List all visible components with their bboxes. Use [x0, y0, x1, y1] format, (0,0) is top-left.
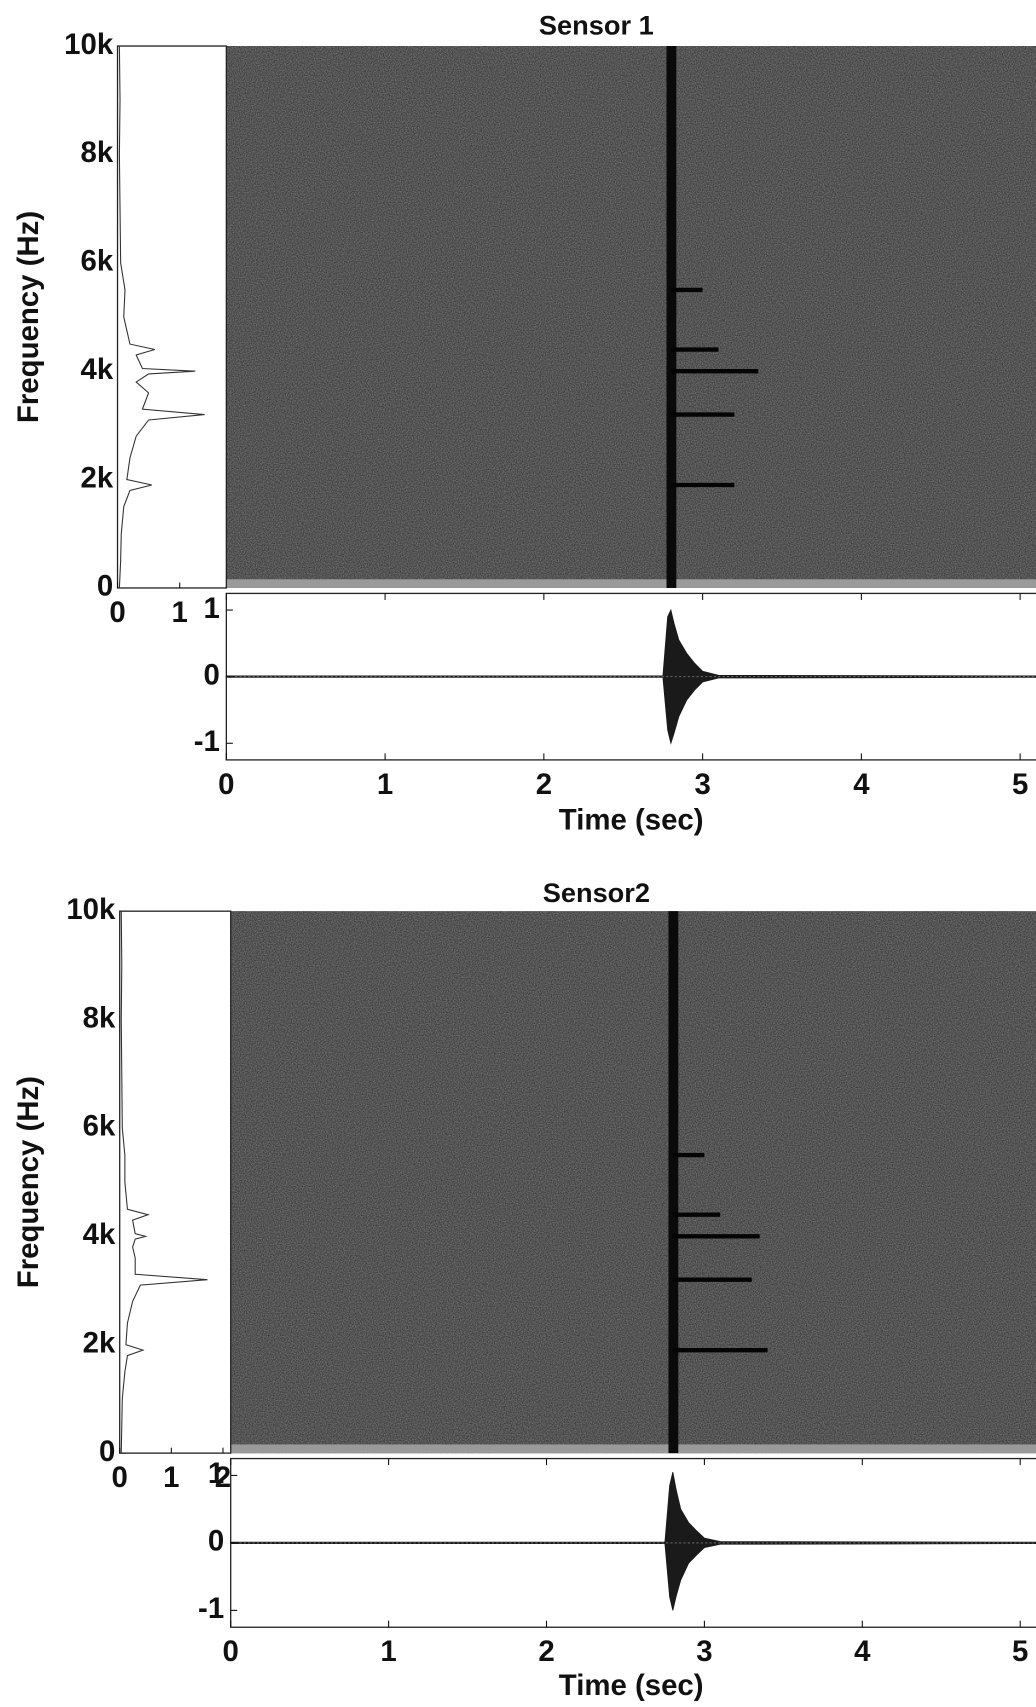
x-axis-label: Time (sec) — [559, 804, 704, 837]
y-tick-label: 0 — [97, 570, 113, 603]
y-tick-label: 0 — [99, 1435, 115, 1468]
spectrum-frame — [116, 45, 228, 589]
x-tick-label: 0 — [218, 768, 234, 801]
x-tick-label: 2 — [536, 768, 552, 801]
y-tick-label: 0 — [208, 1525, 224, 1558]
x-tick-label: 0 — [109, 596, 125, 629]
y-tick-label: 1 — [203, 592, 219, 625]
y-tick-label: 8k — [80, 136, 113, 169]
y-tick-label: 4k — [83, 1218, 116, 1251]
x-tick-label: 3 — [696, 1635, 712, 1668]
spectrogram-noise — [226, 46, 1036, 588]
x-tick-label: 1 — [172, 596, 188, 629]
x-axis-label: Time (sec) — [559, 1669, 704, 1702]
x-tick-label: 0 — [223, 1635, 239, 1668]
chart-title: Sensor2 — [543, 877, 650, 908]
y-tick-label: 1 — [208, 1457, 224, 1490]
spectrum-line — [120, 911, 208, 1454]
x-tick-label: 1 — [377, 768, 393, 801]
x-tick-label: 0 — [112, 1461, 128, 1494]
y-tick-label: 8k — [83, 1001, 116, 1034]
x-tick-label: 1 — [380, 1635, 396, 1668]
waveform-envelope — [230, 1542, 1036, 1611]
y-tick-label: 2k — [83, 1326, 116, 1359]
spectrogram-noise — [230, 911, 1036, 1454]
y-tick-label: -1 — [194, 725, 220, 758]
x-tick-label: 4 — [854, 1635, 871, 1668]
waveform-envelope — [225, 608, 1036, 678]
onset-band — [666, 46, 677, 588]
y-tick-label: 6k — [83, 1110, 116, 1143]
x-tick-label: 4 — [853, 768, 870, 801]
waveform-envelope — [225, 676, 1036, 745]
x-tick-label: 5 — [1012, 1635, 1028, 1668]
chart-title: Sensor 1 — [539, 10, 654, 41]
y-tick-label: 0 — [203, 658, 219, 691]
spectrogram-floor — [230, 1444, 1036, 1454]
x-tick-label: 2 — [215, 1461, 231, 1494]
y-axis-label: Frequency (Hz) — [12, 211, 45, 423]
x-tick-label: 3 — [694, 768, 710, 801]
y-tick-label: 6k — [80, 245, 113, 278]
y-tick-label: 2k — [80, 461, 113, 494]
onset-band — [668, 911, 679, 1454]
spectrum-line — [118, 46, 205, 588]
y-axis-label: Frequency (Hz) — [12, 1076, 45, 1288]
y-tick-label: 4k — [80, 353, 113, 386]
waveform-envelope — [230, 1471, 1036, 1544]
y-tick-label: -1 — [198, 1592, 224, 1625]
x-tick-label: 1 — [163, 1461, 179, 1494]
x-tick-label: 2 — [538, 1635, 554, 1668]
x-tick-label: 5 — [1012, 768, 1028, 801]
spectrogram-floor — [226, 579, 1036, 588]
y-tick-label: 10k — [66, 893, 116, 926]
spectrum-frame — [119, 910, 232, 1454]
y-tick-label: 10k — [64, 28, 114, 61]
